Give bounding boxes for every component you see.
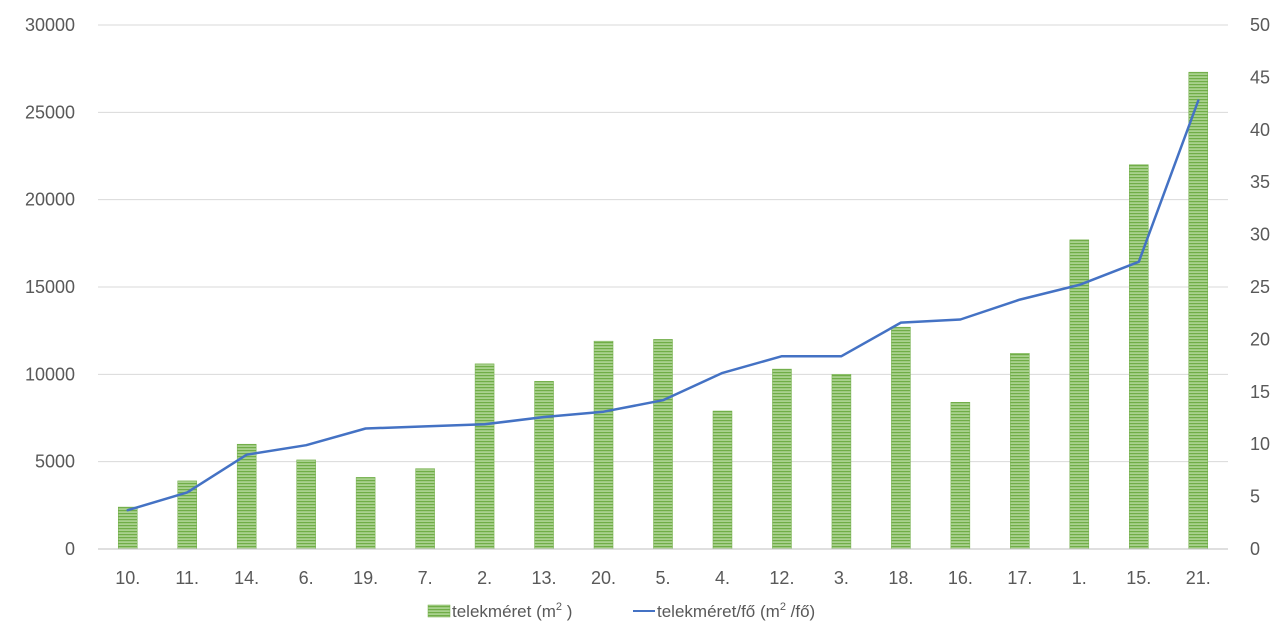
- bar: [653, 339, 673, 550]
- x-tick-label: 19.: [353, 568, 378, 588]
- right-tick-label: 35: [1250, 172, 1270, 192]
- right-tick-label: 10: [1250, 434, 1270, 454]
- bar: [415, 468, 435, 550]
- right-tick-label: 25: [1250, 277, 1270, 297]
- bar: [1188, 71, 1209, 550]
- x-tick-label: 12.: [769, 568, 794, 588]
- x-tick-label: 13.: [532, 568, 557, 588]
- x-tick-label: 2.: [477, 568, 492, 588]
- left-tick-label: 20000: [25, 190, 75, 210]
- left-tick-label: 0: [65, 539, 75, 559]
- right-tick-label: 30: [1250, 225, 1270, 245]
- left-tick-label: 30000: [25, 15, 75, 35]
- legend-label-line: telekméret/fő (m2 /fő): [657, 601, 815, 621]
- left-tick-label: 10000: [25, 364, 75, 384]
- bar: [534, 381, 554, 550]
- right-tick-label: 5: [1250, 487, 1260, 507]
- left-axis-ticks: 0 5000 10000 15000 20000 25000 30000: [25, 15, 75, 559]
- right-tick-label: 40: [1250, 120, 1270, 140]
- bar-series: [117, 71, 1209, 550]
- x-tick-label: 4.: [715, 568, 730, 588]
- bar: [593, 340, 614, 550]
- x-tick-label: 11.: [175, 568, 199, 588]
- bar: [355, 477, 376, 550]
- legend: telekméret (m2 ) telekméret/fő (m2 /fő): [427, 601, 815, 621]
- bar: [712, 410, 733, 550]
- x-tick-label: 15.: [1126, 568, 1151, 588]
- x-tick-label: 7.: [418, 568, 433, 588]
- right-tick-label: 15: [1250, 382, 1270, 402]
- right-tick-label: 50: [1250, 15, 1270, 35]
- x-tick-label: 18.: [888, 568, 913, 588]
- x-tick-label: 5.: [655, 568, 670, 588]
- right-tick-label: 20: [1250, 329, 1270, 349]
- left-tick-label: 25000: [25, 102, 75, 122]
- x-tick-label: 10.: [115, 568, 140, 588]
- bar: [831, 374, 852, 550]
- x-tick-label: 17.: [1007, 568, 1032, 588]
- x-axis-ticks: 10. 11. 14. 6. 19. 7. 2. 13. 20. 5. 4. 12. 3. 18. 16. 1…: [115, 568, 1211, 588]
- series-line: [126, 99, 1200, 512]
- bar: [1129, 164, 1149, 550]
- legend-item-line: telekméret/fő (m2 /fő): [633, 601, 815, 621]
- legend-swatch-bars: [427, 604, 451, 618]
- bar: [296, 459, 316, 550]
- gridlines: [98, 24, 1228, 463]
- bar: [117, 506, 138, 550]
- left-tick-label: 15000: [25, 277, 75, 297]
- right-tick-label: 45: [1250, 67, 1270, 87]
- x-tick-label: 21.: [1186, 568, 1211, 588]
- x-tick-label: 3.: [834, 568, 849, 588]
- x-tick-label: 6.: [299, 568, 314, 588]
- bar: [950, 402, 971, 550]
- right-tick-label: 0: [1250, 539, 1260, 559]
- x-tick-label: 16.: [948, 568, 973, 588]
- right-axis-ticks: 0 5 10 15 20 25 30 35 40 45 50: [1250, 15, 1270, 559]
- x-tick-label: 1.: [1072, 568, 1087, 588]
- bar: [772, 368, 792, 550]
- bar: [1010, 353, 1030, 550]
- legend-label-bars: telekméret (m2 ): [452, 601, 572, 621]
- legend-item-bars: telekméret (m2 ): [427, 601, 572, 621]
- bar: [474, 363, 495, 550]
- bar: [891, 326, 911, 550]
- x-tick-label: 14.: [234, 568, 259, 588]
- x-tick-label: 20.: [591, 568, 616, 588]
- left-tick-label: 5000: [35, 452, 75, 472]
- line-series: [126, 99, 1200, 512]
